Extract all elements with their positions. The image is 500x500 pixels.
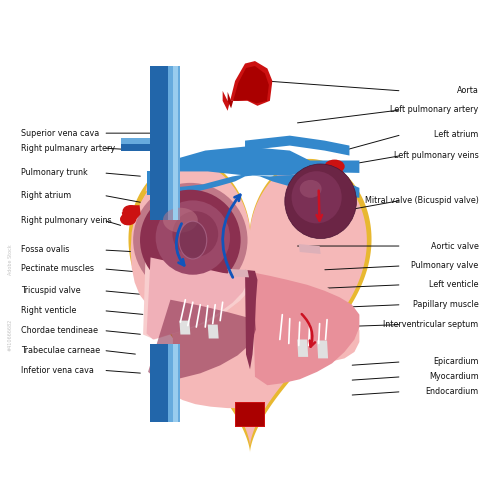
Polygon shape <box>148 174 360 198</box>
Polygon shape <box>146 258 248 340</box>
Polygon shape <box>208 324 218 338</box>
Polygon shape <box>297 340 308 357</box>
Ellipse shape <box>163 208 198 233</box>
Text: Aortic valve: Aortic valve <box>431 242 478 250</box>
Text: Right pulmonary veins: Right pulmonary veins <box>22 216 112 224</box>
Polygon shape <box>235 402 265 426</box>
Text: Right pulmanary artery: Right pulmanary artery <box>22 144 116 152</box>
Ellipse shape <box>123 206 138 216</box>
Polygon shape <box>122 205 141 225</box>
Text: Left pulmonary veins: Left pulmonary veins <box>394 151 478 160</box>
Polygon shape <box>148 300 256 380</box>
Ellipse shape <box>300 180 322 198</box>
Text: Fossa ovalis: Fossa ovalis <box>22 246 70 254</box>
Text: Myocardium: Myocardium <box>429 372 478 382</box>
Ellipse shape <box>140 190 240 290</box>
Polygon shape <box>148 146 310 192</box>
Polygon shape <box>298 244 320 254</box>
Text: Pectinate muscles: Pectinate muscles <box>22 264 95 274</box>
Text: Left venticle: Left venticle <box>429 280 478 289</box>
Polygon shape <box>150 66 180 220</box>
Polygon shape <box>130 182 360 408</box>
Text: Mitral valve (Bicuspid valve): Mitral valve (Bicuspid valve) <box>365 196 478 205</box>
Ellipse shape <box>133 183 248 297</box>
Ellipse shape <box>120 214 136 224</box>
Text: Right venticle: Right venticle <box>22 306 76 315</box>
Text: Pulmonary trunk: Pulmonary trunk <box>22 168 88 177</box>
Polygon shape <box>180 320 190 334</box>
Ellipse shape <box>292 171 342 224</box>
Polygon shape <box>120 138 150 150</box>
Polygon shape <box>245 136 350 156</box>
Ellipse shape <box>179 221 206 259</box>
Text: Endocardium: Endocardium <box>426 387 478 396</box>
Text: #410666682: #410666682 <box>8 318 13 350</box>
Text: Pulmonary valve: Pulmonary valve <box>412 262 478 270</box>
Text: Tricuspid valve: Tricuspid valve <box>22 286 81 296</box>
Polygon shape <box>147 172 180 196</box>
Polygon shape <box>236 402 264 425</box>
Polygon shape <box>168 66 180 220</box>
Ellipse shape <box>325 169 344 181</box>
Text: Superior vena cava: Superior vena cava <box>22 128 100 138</box>
Polygon shape <box>120 138 150 143</box>
Polygon shape <box>252 272 360 385</box>
Polygon shape <box>173 344 178 422</box>
Text: Right atrium: Right atrium <box>22 191 72 200</box>
Text: Chordae tendineae: Chordae tendineae <box>22 326 99 335</box>
Polygon shape <box>168 344 180 422</box>
Ellipse shape <box>172 211 218 257</box>
Polygon shape <box>228 66 269 108</box>
Text: Infetior vena cava: Infetior vena cava <box>22 366 94 375</box>
Text: Epicardium: Epicardium <box>433 358 478 366</box>
Polygon shape <box>150 344 180 422</box>
Polygon shape <box>317 340 328 358</box>
Text: Trabeculae carneae: Trabeculae carneae <box>22 346 101 355</box>
Polygon shape <box>245 270 258 370</box>
Polygon shape <box>228 269 249 278</box>
Polygon shape <box>290 160 360 173</box>
Text: Papillary muscle: Papillary muscle <box>413 300 478 309</box>
Ellipse shape <box>156 200 230 274</box>
Text: Adobe Stock: Adobe Stock <box>8 244 13 276</box>
Polygon shape <box>173 66 178 220</box>
Polygon shape <box>133 164 367 446</box>
Ellipse shape <box>285 164 356 238</box>
Text: Interventricular septum: Interventricular septum <box>384 320 478 329</box>
Polygon shape <box>143 255 256 340</box>
Ellipse shape <box>325 160 344 172</box>
Text: Left pulmonary artery: Left pulmonary artery <box>390 106 478 114</box>
Polygon shape <box>128 159 372 452</box>
Polygon shape <box>222 61 272 111</box>
Text: Left atrium: Left atrium <box>434 130 478 139</box>
Text: Aorta: Aorta <box>457 86 478 96</box>
